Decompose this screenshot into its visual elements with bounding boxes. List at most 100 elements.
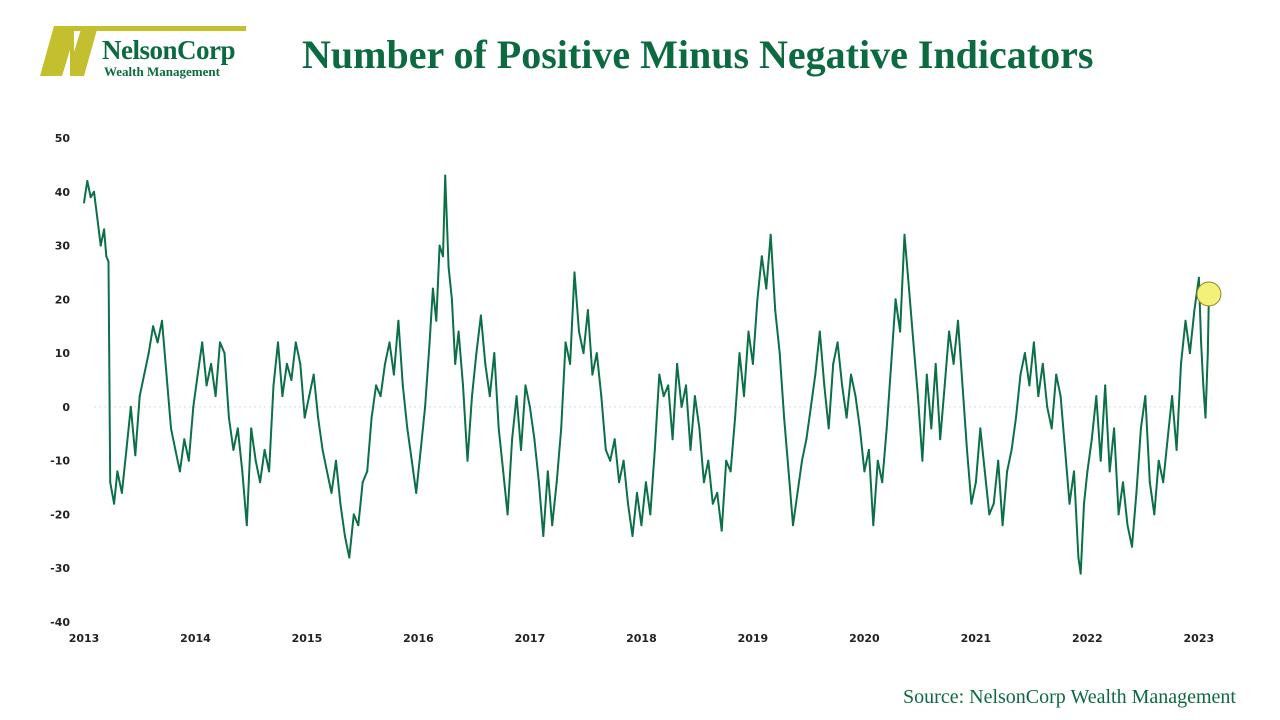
data-point <box>1202 384 1205 387</box>
data-point <box>680 405 683 408</box>
data-point <box>743 395 745 398</box>
data-point <box>604 448 607 451</box>
data-point <box>1032 341 1035 344</box>
data-point <box>1090 438 1093 441</box>
data-point <box>1086 470 1089 473</box>
data-point <box>312 373 315 376</box>
data-point <box>747 330 750 333</box>
data-point <box>894 298 897 301</box>
data-point <box>841 384 844 387</box>
x-tick-label: 2019 <box>738 632 769 645</box>
data-point <box>912 341 915 344</box>
data-point <box>1122 481 1124 484</box>
data-point <box>450 298 453 301</box>
data-point <box>259 481 262 484</box>
data-point <box>1001 524 1004 527</box>
data-point <box>1099 459 1102 462</box>
data-point <box>484 362 487 365</box>
data-point <box>555 481 558 484</box>
data-point <box>447 266 450 269</box>
data-point <box>582 352 585 355</box>
data-point <box>241 470 244 473</box>
series-line <box>83 174 1210 575</box>
data-point <box>1197 276 1200 279</box>
data-point <box>415 491 418 494</box>
data-point <box>397 319 400 322</box>
data-point <box>515 395 518 398</box>
data-point <box>966 448 968 451</box>
data-point <box>493 352 496 355</box>
data-point <box>457 330 460 333</box>
data-point <box>103 228 106 231</box>
data-point <box>178 470 181 473</box>
data-point <box>952 362 955 365</box>
data-point <box>285 362 288 365</box>
x-tick-label: 2013 <box>69 632 100 645</box>
data-point <box>627 502 629 505</box>
data-point <box>379 395 382 398</box>
data-point <box>339 502 342 505</box>
data-point <box>809 405 812 408</box>
data-point <box>196 373 199 376</box>
data-point <box>858 427 861 430</box>
data-point <box>506 513 509 516</box>
data-point <box>1041 362 1044 365</box>
data-point <box>751 362 754 365</box>
data-point <box>658 373 661 376</box>
data-point <box>294 341 297 344</box>
data-point <box>872 524 875 527</box>
data-point <box>326 470 328 473</box>
data-point <box>348 556 351 559</box>
y-tick-label: 20 <box>55 293 71 306</box>
x-tick-label: 2017 <box>515 632 546 645</box>
data-point <box>214 395 217 398</box>
data-point <box>236 427 239 430</box>
data-point <box>685 384 687 387</box>
data-point <box>502 470 505 473</box>
data-point <box>138 395 141 398</box>
data-point <box>183 438 186 441</box>
data-point <box>676 362 679 365</box>
data-point <box>836 341 839 344</box>
data-point <box>89 196 92 199</box>
page-title: Number of Positive Minus Negative Indica… <box>302 32 1094 77</box>
data-point <box>854 395 857 398</box>
data-point <box>921 459 924 462</box>
data-point <box>1180 362 1182 365</box>
data-point <box>881 481 884 484</box>
data-point <box>1135 491 1138 494</box>
data-point <box>1126 524 1129 527</box>
data-point <box>1139 427 1142 430</box>
data-point <box>890 362 893 365</box>
y-tick-label: 30 <box>55 240 71 253</box>
data-point <box>939 438 942 441</box>
data-point <box>537 481 540 484</box>
data-point <box>1079 572 1082 575</box>
data-point <box>223 352 226 355</box>
data-point <box>1006 470 1009 473</box>
y-tick-label: -20 <box>50 508 70 521</box>
data-point <box>401 384 404 387</box>
data-point <box>254 459 257 462</box>
data-point <box>174 448 177 451</box>
data-point <box>143 373 146 376</box>
data-point <box>653 448 656 451</box>
data-point <box>1023 352 1026 355</box>
data-point <box>1077 556 1080 559</box>
data-point <box>805 438 808 441</box>
data-point <box>970 502 973 505</box>
data-point <box>1015 416 1017 419</box>
data-point <box>308 395 311 398</box>
data-point <box>787 470 790 473</box>
data-point <box>107 260 110 263</box>
data-point <box>1037 395 1040 398</box>
data-point <box>1162 481 1165 484</box>
data-point <box>406 427 409 430</box>
data-point <box>116 470 119 473</box>
data-point <box>792 524 794 527</box>
data-point <box>769 233 772 236</box>
data-point <box>711 502 714 505</box>
data-point <box>667 384 670 387</box>
data-point <box>899 330 902 333</box>
data-point <box>569 362 572 365</box>
